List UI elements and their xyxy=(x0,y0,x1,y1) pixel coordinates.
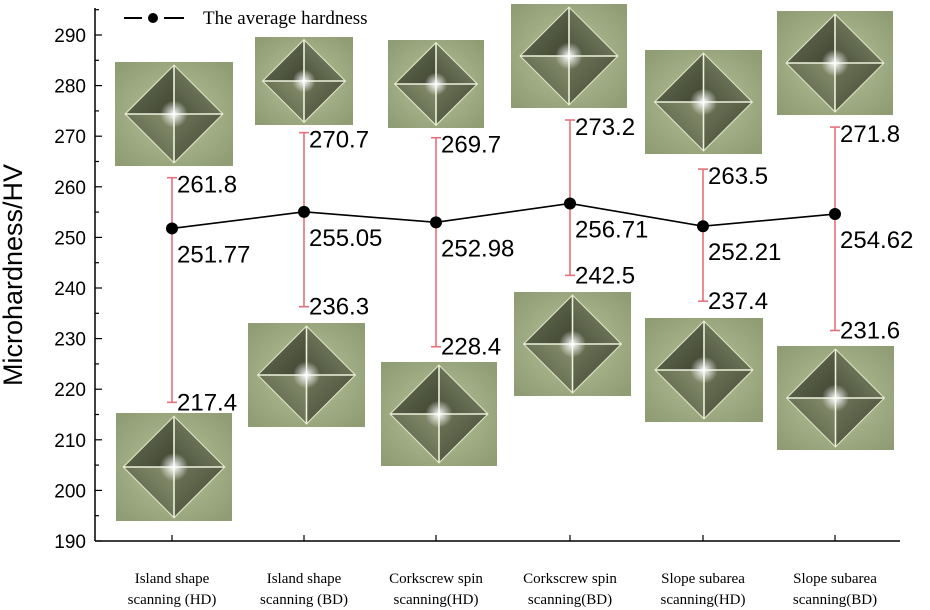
y-tick-label: 260 xyxy=(54,178,86,199)
max-value-label: 270.7 xyxy=(309,127,369,154)
x-tick-label: Island shape xyxy=(135,571,210,587)
indentation-glint xyxy=(424,72,448,96)
max-value-label: 273.2 xyxy=(575,114,635,141)
indentation-images xyxy=(115,4,894,521)
indentation-glint xyxy=(292,361,321,389)
x-tick-label: Corkscrew spin xyxy=(523,571,617,587)
average-hardness-series xyxy=(166,197,841,235)
indentation-glint xyxy=(555,42,583,70)
x-tick-label: scanning (HD) xyxy=(128,592,217,608)
axes: 190 200 210 220 230 240 250 260 270 280 290 Island … xyxy=(54,8,900,608)
y-tick-label: 250 xyxy=(54,228,86,249)
min-value-label: 237.4 xyxy=(708,288,768,315)
average-hardness-line xyxy=(171,202,836,230)
indentation-image xyxy=(116,413,232,521)
indentation-image xyxy=(248,323,365,427)
x-tick-label: scanning(HD) xyxy=(661,592,746,608)
average-hardness-point xyxy=(430,216,442,229)
legend-label: The average hardness xyxy=(203,8,368,29)
indentation-image xyxy=(388,40,484,128)
indentation-glint xyxy=(690,356,718,384)
average-hardness-point xyxy=(564,197,576,210)
indentation-glint xyxy=(159,452,189,482)
y-tick-label: 290 xyxy=(54,26,86,47)
y-tick-label: 210 xyxy=(54,431,86,452)
indentation-face xyxy=(125,114,174,163)
x-tick-label: Island shape xyxy=(267,571,342,587)
indentation-image xyxy=(777,346,894,450)
data-labels: 261.8 217.4 251.77 270.7 236.3 255.05 269.7 228… xyxy=(177,114,913,416)
legend-marker xyxy=(148,13,158,23)
indentation-image xyxy=(511,4,627,108)
y-axis-label: Microhardness/HV xyxy=(0,164,28,386)
y-tick-label: 190 xyxy=(54,532,86,553)
average-hardness-point xyxy=(166,222,178,235)
min-value-label: 242.5 xyxy=(575,262,635,289)
y-tick-label: 230 xyxy=(54,330,86,351)
x-tick-label: scanning(BD) xyxy=(528,592,612,608)
average-value-label: 251.77 xyxy=(177,241,250,268)
max-value-label: 271.8 xyxy=(840,121,900,148)
x-tick-label: Slope subarea xyxy=(793,571,877,587)
indentation-face xyxy=(123,467,174,518)
indentation-glint xyxy=(689,88,718,116)
indentation-image xyxy=(514,292,631,396)
indentation-glint xyxy=(160,100,188,128)
indentation-glint xyxy=(425,400,453,428)
average-hardness-point xyxy=(697,220,709,233)
y-tick-label: 240 xyxy=(54,279,86,300)
min-value-label: 231.6 xyxy=(840,318,900,345)
x-tick-label: scanning(HD) xyxy=(394,592,479,608)
average-value-label: 256.71 xyxy=(575,216,648,243)
average-value-label: 254.62 xyxy=(840,227,913,254)
indentation-image xyxy=(255,37,353,125)
average-value-label: 252.21 xyxy=(708,239,781,266)
indentation-image xyxy=(115,62,233,166)
y-tick-label: 270 xyxy=(54,127,86,148)
average-value-label: 252.98 xyxy=(441,235,514,262)
indentation-image xyxy=(645,50,762,154)
indentation-glint xyxy=(558,330,587,358)
indentation-image xyxy=(777,11,893,115)
x-tick-label: scanning(BD) xyxy=(793,592,877,608)
average-value-label: 255.05 xyxy=(309,225,382,252)
x-tick-label: scanning (BD) xyxy=(260,592,348,608)
y-tick-label: 280 xyxy=(54,77,86,98)
max-value-label: 263.5 xyxy=(708,163,768,190)
max-value-label: 269.7 xyxy=(441,132,501,159)
x-tick-label: Corkscrew spin xyxy=(389,571,483,587)
error-bars xyxy=(167,119,840,404)
min-value-label: 236.3 xyxy=(309,294,369,321)
legend: The average hardness xyxy=(124,8,368,29)
average-hardness-point xyxy=(829,208,841,221)
min-value-label: 228.4 xyxy=(441,334,501,361)
indentation-glint xyxy=(292,69,316,93)
indentation-glint xyxy=(821,384,850,412)
indentation-image xyxy=(645,318,763,422)
min-value-label: 217.4 xyxy=(177,389,237,416)
y-tick-label: 200 xyxy=(54,481,86,502)
indentation-image xyxy=(381,362,497,466)
x-tick-label: Slope subarea xyxy=(661,571,745,587)
indentation-glint xyxy=(821,49,849,77)
average-hardness-point xyxy=(298,205,310,218)
y-tick-label: 220 xyxy=(54,380,86,401)
max-value-label: 261.8 xyxy=(177,172,237,199)
